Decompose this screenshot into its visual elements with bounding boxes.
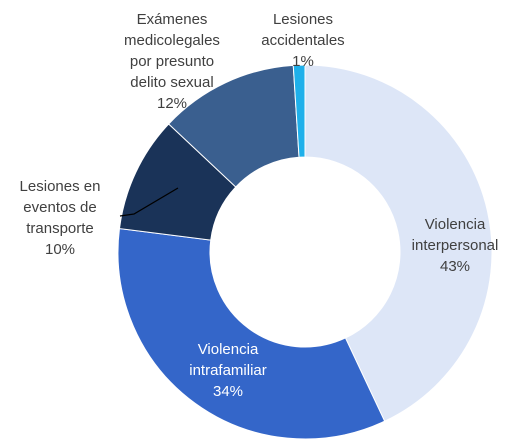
- leader-line: [119, 187, 179, 217]
- value-label: 43%: [439, 258, 471, 275]
- value-label: 1%: [292, 53, 314, 70]
- donut-slice: [304, 64, 493, 422]
- slice-label: Lesiones accidentales 1%: [253, 9, 353, 72]
- slice-label: Violencia interpersonal 43%: [399, 214, 511, 277]
- donut-slice: [117, 228, 386, 440]
- slice-label: Violencia intrafamiliar 34%: [173, 339, 283, 402]
- value-label: 10%: [44, 241, 76, 258]
- slice-label: Lesiones en eventos de transporte 10%: [5, 176, 115, 260]
- value-label: 34%: [212, 383, 244, 400]
- category-label: Exámenes medicolegales por presunto deli…: [124, 11, 220, 91]
- category-label: Lesiones en eventos de transporte: [19, 178, 101, 237]
- category-label: Violencia intrafamiliar: [189, 341, 267, 379]
- slice-label: Exámenes medicolegales por presunto deli…: [116, 9, 228, 114]
- category-label: Lesiones accidentales: [261, 11, 345, 49]
- value-label: 12%: [156, 95, 188, 112]
- category-label: Violencia interpersonal: [411, 216, 499, 254]
- donut-slice: [292, 64, 306, 158]
